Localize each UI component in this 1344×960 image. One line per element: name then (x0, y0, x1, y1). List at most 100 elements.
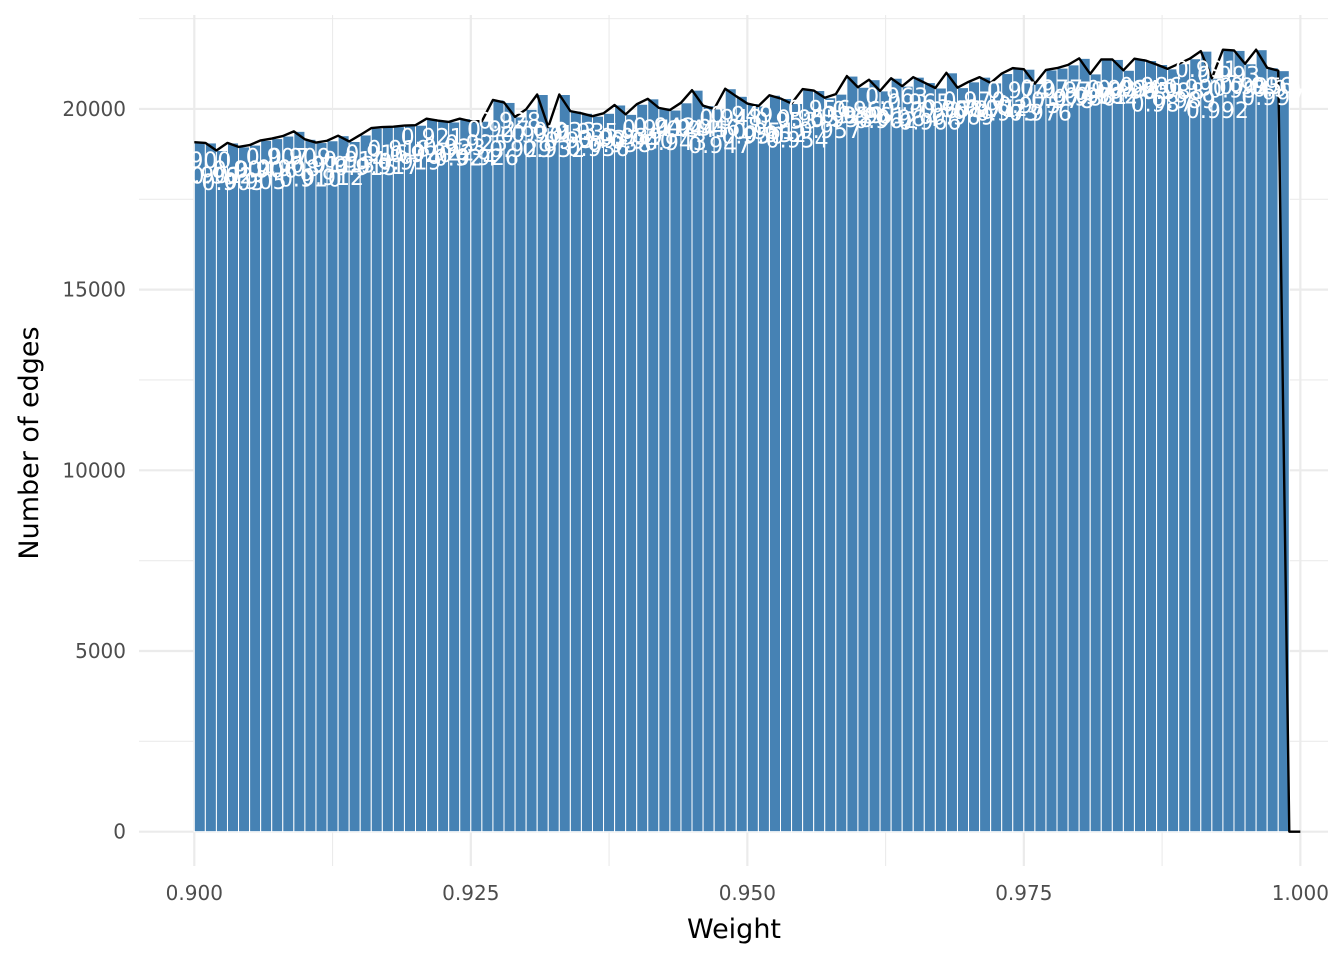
bar-label: 0.996 (1230, 75, 1293, 100)
bar-label: 0.939 (600, 125, 663, 150)
bar-label: 0.993 (1197, 64, 1260, 89)
histogram-bar (215, 150, 228, 833)
histogram-bar (1100, 58, 1113, 833)
histogram-bar (569, 110, 582, 833)
histogram-bar (249, 144, 262, 833)
bar-label: 0.990 (1164, 77, 1227, 102)
histogram-bar (857, 86, 870, 833)
histogram-bar (1266, 67, 1279, 833)
histogram-bar (813, 90, 826, 833)
histogram-bar (868, 79, 881, 833)
bar-label: 0.941 (622, 117, 685, 142)
histogram-bar (780, 97, 793, 833)
histogram-bar (912, 76, 925, 833)
bar-label: 0.997 (1241, 86, 1304, 111)
bar-label: 0.983 (1086, 77, 1149, 102)
histogram-bar (1167, 68, 1180, 833)
bar-label: 0.936 (567, 137, 630, 162)
histogram-bar (603, 112, 616, 833)
bar-label: 0.904 (213, 158, 276, 183)
histogram-bar (514, 116, 527, 833)
bar-label: 0.974 (987, 79, 1050, 104)
histogram-bar (1045, 69, 1058, 833)
y-tick-label: 20000 (62, 97, 126, 121)
histogram-bar (625, 113, 638, 833)
bar-label: 0.986 (1120, 75, 1183, 100)
histogram-bar (956, 87, 970, 833)
bar-label: 0.982 (1075, 84, 1138, 109)
bar-label: 0.927 (467, 118, 530, 143)
x-tick-label: 0.950 (719, 881, 776, 905)
histogram-bar (1244, 63, 1257, 833)
histogram-bar (1133, 58, 1147, 833)
bar-label: 0.985 (1108, 80, 1171, 105)
histogram-bar (1178, 63, 1191, 833)
histogram-bar (459, 118, 472, 833)
histogram-bar (669, 109, 682, 833)
bar-label: 0.962 (854, 109, 917, 134)
bar-label: 0.917 (356, 155, 419, 180)
bar-label: 0.972 (965, 97, 1028, 122)
histogram-bar (923, 82, 936, 833)
histogram-bar (713, 108, 726, 833)
bar-label: 0.958 (810, 108, 873, 133)
bar-label: 0.937 (578, 127, 641, 152)
histogram-bar (1111, 58, 1124, 833)
histogram-bar (990, 82, 1003, 833)
x-tick-label: 0.925 (442, 881, 499, 905)
histogram-bar (470, 120, 483, 833)
histogram-bar (282, 135, 295, 833)
histogram-bar (1222, 49, 1235, 833)
x-axis-tick-labels: 0.900 0.925 0.950 0.975 1.000 (166, 881, 1329, 905)
bar-label: 0.929 (489, 138, 552, 163)
bar-label: 0.971 (954, 98, 1017, 123)
bar-label: 0.973 (976, 102, 1039, 127)
bar-label: 0.918 (367, 138, 430, 163)
histogram-bar (791, 103, 804, 833)
histogram-bar (1012, 67, 1025, 833)
histogram-bar (702, 105, 715, 833)
histogram-bar (1233, 49, 1246, 833)
x-tick-label: 0.975 (995, 881, 1052, 905)
bar-label: 0.925 (445, 132, 508, 157)
bar-label: 0.967 (909, 99, 972, 124)
bar-label: 0.966 (898, 111, 961, 136)
bar-label: 0.975 (998, 94, 1061, 119)
histogram-bar (547, 126, 560, 833)
bar-label: 0.912 (301, 166, 364, 191)
bar-label: 0.901 (179, 164, 242, 189)
bar-label: 0.948 (699, 107, 762, 132)
bar-label: 0.940 (611, 129, 674, 154)
bar-label: 0.906 (235, 158, 298, 183)
bar-label: 0.922 (412, 142, 475, 167)
bar-label: 0.952 (743, 123, 806, 148)
bar-label: 0.980 (1053, 86, 1116, 111)
bar-label: 0.969 (932, 106, 995, 131)
bar-label: 0.932 (522, 138, 585, 163)
histogram-bar (658, 107, 671, 833)
histogram-bar (304, 138, 317, 833)
histogram-bar (835, 93, 848, 833)
bar-label: 0.945 (666, 118, 729, 143)
histogram-bar (680, 102, 693, 833)
bar-label: 0.920 (390, 143, 453, 168)
bar-label: 0.955 (777, 107, 840, 132)
bar-label: 0.959 (821, 104, 884, 129)
histogram-bar (503, 101, 516, 833)
bar-label: 0.981 (1064, 85, 1127, 110)
bar-label: 0.965 (887, 91, 950, 116)
histogram-bar (647, 98, 660, 833)
bar-label: 0.900 (168, 149, 231, 174)
histogram-bar (735, 95, 748, 833)
histogram-bar (691, 89, 704, 833)
histogram-bar (403, 125, 417, 833)
bar-label: 0.979 (1042, 79, 1105, 104)
histogram-bar (1255, 49, 1268, 833)
bar-label: 0.987 (1131, 93, 1194, 118)
histogram-bar (614, 104, 627, 833)
bar-label: 0.964 (876, 107, 939, 132)
bar-label: 0.930 (500, 123, 563, 148)
bar-label: 0.954 (766, 129, 829, 154)
bar-label: 0.934 (544, 129, 607, 154)
